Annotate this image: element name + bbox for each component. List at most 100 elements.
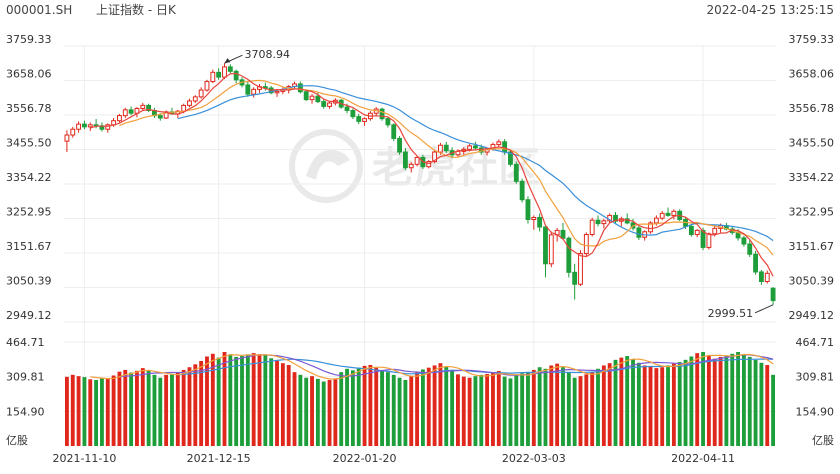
candle-body [303, 91, 309, 101]
price-ytick-right: 3658.06 [789, 67, 835, 80]
price-ytick-right: 2949.12 [789, 309, 835, 322]
candle-body [659, 212, 665, 219]
timestamp-label: 2022-04-25 13:25:15 [707, 3, 834, 17]
volume-bar [496, 371, 501, 446]
volume-bar [181, 369, 186, 446]
volume-bar [491, 372, 495, 446]
volume-bar [374, 367, 379, 446]
volume-bar [683, 359, 688, 446]
candle-body [741, 237, 747, 245]
volume-bar [706, 356, 711, 446]
volume-bar [531, 369, 536, 446]
symbol-label: 000001.SH [6, 3, 72, 17]
volume-bar [339, 372, 344, 446]
volume-bar [88, 379, 93, 446]
price-ytick-left: 3556.78 [6, 102, 52, 115]
candle-body [525, 199, 531, 221]
candle-body [572, 271, 578, 285]
volume-bar [747, 356, 752, 446]
volume-bar [199, 360, 204, 446]
candle-body [560, 229, 566, 239]
volume-bar [736, 352, 740, 446]
candle-body [216, 71, 222, 78]
candle-body [245, 84, 251, 95]
volume-bar [619, 357, 624, 446]
candle-body [543, 226, 548, 265]
volume-bar [520, 373, 525, 446]
price-ytick-right: 3556.78 [789, 102, 835, 115]
volume-bar [561, 367, 565, 446]
candle-body [181, 104, 187, 112]
candle-body [379, 108, 385, 120]
candle-body [764, 272, 770, 283]
volume-bar [321, 381, 326, 446]
ma20-line [177, 85, 774, 242]
price-ytick-left: 3252.95 [6, 205, 52, 218]
candle-body [548, 234, 554, 265]
candle-body [414, 157, 420, 165]
volume-bar [315, 378, 320, 446]
candle-body [146, 104, 152, 111]
candle-body [64, 134, 70, 142]
volume-bar [64, 376, 69, 446]
volume-bar [129, 372, 134, 446]
price-ytick-left: 3151.67 [6, 240, 52, 253]
volume-bar [327, 379, 332, 446]
volume-bar [356, 367, 361, 446]
candle-body [87, 124, 93, 128]
candle-body [350, 109, 356, 118]
volume-bar [70, 374, 75, 446]
volume-bar [596, 368, 600, 446]
candle-body [128, 109, 134, 114]
candle-body [502, 141, 508, 153]
volume-bar [666, 365, 670, 446]
volume-bar [385, 372, 390, 446]
candle-body [578, 253, 583, 285]
volume-bar [391, 374, 396, 446]
volume-bar [701, 352, 705, 446]
volume-bar [771, 374, 776, 446]
volume-bar [677, 362, 682, 446]
volume-bar [654, 368, 659, 446]
volume-bar [613, 359, 618, 446]
volume-bar [642, 365, 647, 446]
candle-body [758, 271, 764, 283]
volume-bar [175, 372, 180, 446]
volume-bar [444, 366, 449, 446]
volume-bar [105, 378, 110, 446]
volume-ytick-right: 154.90 [796, 405, 835, 418]
candle-body [309, 95, 315, 101]
candle-body [438, 144, 443, 153]
price-ytick-right: 3252.95 [789, 205, 835, 218]
price-ytick-left: 3050.39 [6, 275, 52, 288]
volume-bar [508, 378, 513, 446]
candle-body [653, 217, 659, 224]
volume-bar [730, 353, 735, 446]
candle-body [694, 229, 700, 235]
volume-bar [415, 371, 420, 446]
volume-bar [485, 373, 490, 446]
volume-unit-left: 亿股 [6, 434, 28, 447]
volume-bar [170, 373, 174, 446]
candle-body [356, 116, 362, 122]
candle-body [233, 70, 239, 81]
candle-body [321, 101, 327, 107]
x-tick-label: 2022-04-11 [671, 452, 735, 465]
volume-bar [724, 355, 729, 446]
candle-body [537, 216, 543, 228]
candle-body [397, 137, 402, 153]
volume-unit-right: 亿股 [812, 434, 834, 447]
candle-body [187, 100, 192, 106]
volume-bar [280, 363, 285, 446]
volume-bar [625, 356, 630, 446]
volume-bar [100, 377, 104, 446]
annotations: 3708.94 2999.51 [224, 48, 774, 320]
volume-bar [403, 379, 408, 446]
candle-body [747, 243, 753, 255]
volume-bar [304, 377, 309, 446]
volume-bar [473, 376, 478, 446]
x-tick-label: 2022-01-20 [333, 452, 397, 465]
volume-bar [549, 365, 554, 446]
volume-bar [438, 363, 443, 446]
volume-bar [543, 368, 548, 446]
